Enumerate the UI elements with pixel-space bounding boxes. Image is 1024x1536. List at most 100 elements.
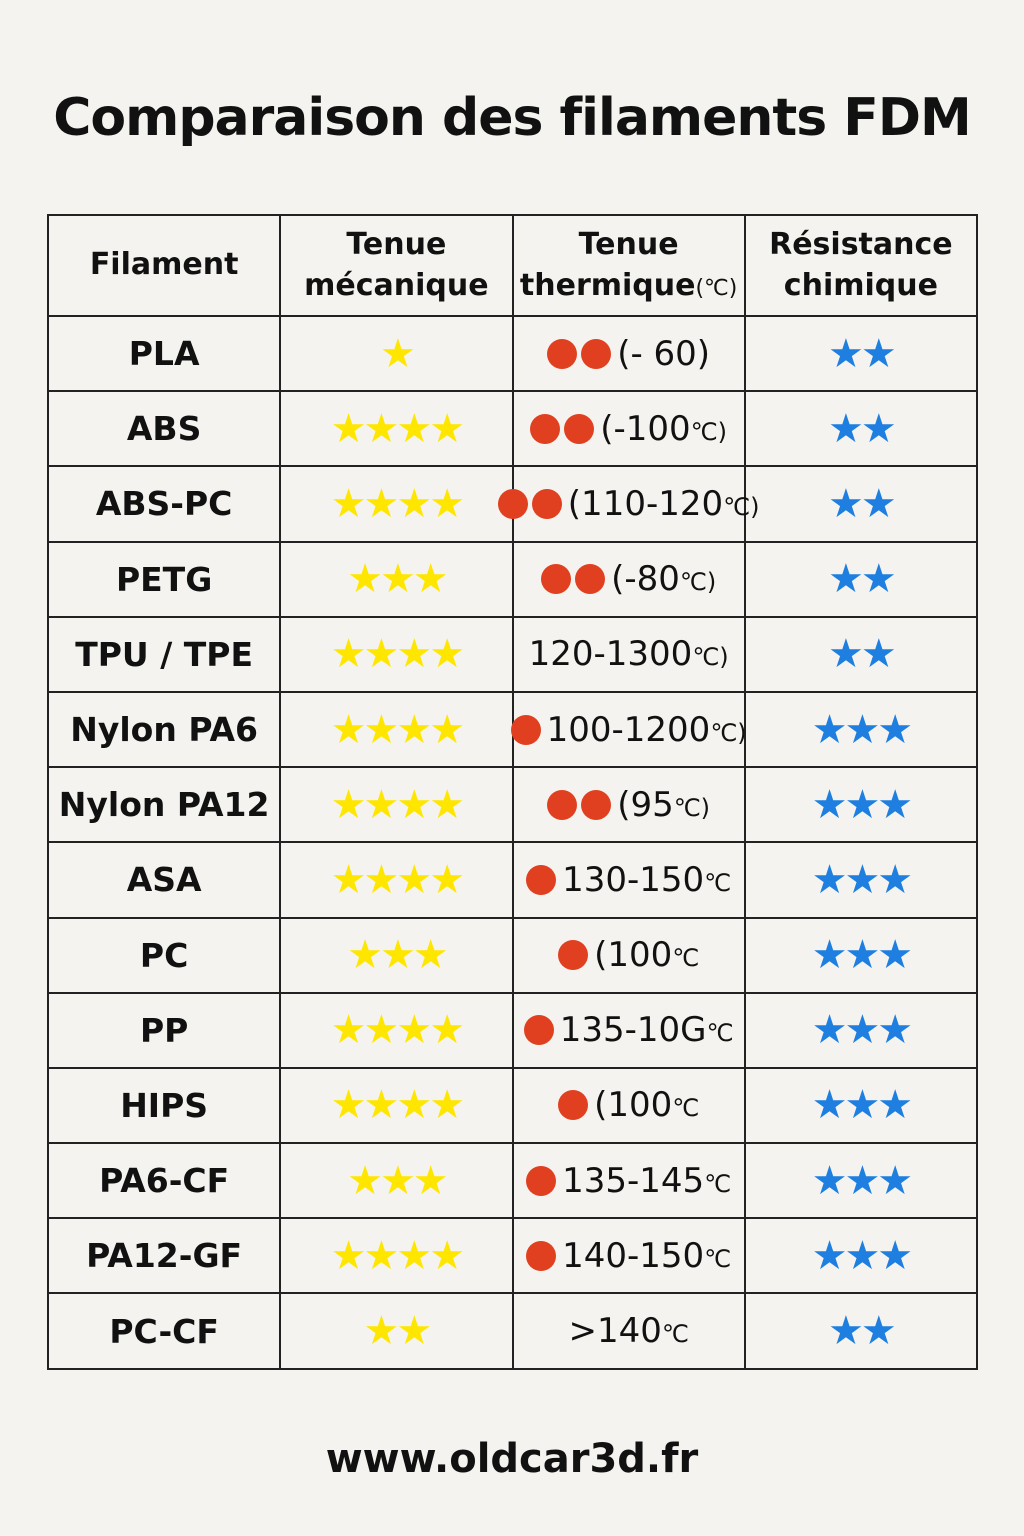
mechanical-rating: ★★★ [279,1142,514,1220]
star-icon: ★ [860,556,897,603]
star-icon: ★ [363,1007,400,1054]
mechanical-rating: ★★ [279,1292,514,1370]
chemical-rating: ★★★ [743,841,979,919]
star-icon: ★ [396,405,432,452]
website-url: www.oldcar3d.fr [325,1436,699,1482]
star-icon: ★ [429,1007,465,1054]
star-icon: ★ [811,1082,848,1129]
star-icon: ★ [379,556,416,603]
temperature-unit: ℃ [661,1320,689,1349]
filament-name: HIPS [46,1066,282,1145]
filament-name: PC-CF [46,1292,282,1370]
star-icon: ★ [412,932,449,979]
thermal-rating: 100-1200℃) [510,690,747,769]
star-icon: ★ [396,781,432,828]
star-icon: ★ [379,932,416,979]
circle-icon [531,488,562,519]
header-label: Tenue [346,227,447,262]
chemical-rating: ★★ [743,314,979,393]
star-icon: ★ [828,1308,864,1355]
header-chemical: Résistance chimique [743,214,979,317]
temperature-unit: ℃) [690,417,727,446]
temperature-value: (- 60) [617,333,711,374]
filament-name: ASA [46,841,282,919]
mechanical-rating: ★★★★ [279,991,514,1069]
circle-icon [581,789,612,820]
star-icon: ★ [844,932,880,979]
table-row: PLA ★ (- 60) ★★ [46,314,979,393]
star-icon: ★ [811,856,848,903]
circle-icon [547,789,578,820]
star-icon: ★ [811,1157,848,1204]
star-icon: ★ [844,706,880,753]
table-row: PC-CF ★★ >140℃ ★★ [46,1292,979,1370]
temperature-unit: ℃ [704,1244,732,1273]
circle-icon [526,1165,557,1196]
header-filament: Filament [46,214,282,317]
chemical-rating: ★★★ [743,690,979,769]
table-row: Nylon PA6 ★★★★ 100-1200℃) ★★★ [46,690,979,769]
temperature-value: 135-10G [559,1010,707,1051]
circle-icon [510,714,541,745]
mechanical-rating: ★★★ [279,540,514,618]
star-icon: ★ [379,330,416,377]
thermal-rating: (-80℃) [511,540,746,618]
temperature-unit: ℃) [692,643,729,672]
star-icon: ★ [396,1308,432,1355]
filament-name: PA12-GF [46,1217,282,1295]
circle-icon [497,488,528,519]
temperature-unit: ℃) [673,793,711,822]
mechanical-rating: ★★★★ [279,390,514,468]
star-icon: ★ [828,405,864,452]
mechanical-rating: ★★★ [279,916,514,994]
star-icon: ★ [429,1232,465,1279]
star-icon: ★ [877,706,913,753]
star-icon: ★ [860,1308,897,1355]
star-icon: ★ [347,556,383,603]
filament-name: PLA [46,314,282,393]
star-icon: ★ [396,480,432,527]
chemical-rating: ★★★ [743,766,979,844]
table-row: TPU / TPE ★★★★ 120-1300℃) ★★ [46,615,979,693]
star-icon: ★ [860,631,897,678]
circle-icon [541,564,572,595]
thermal-rating: 135-10G℃ [511,991,746,1069]
star-icon: ★ [877,932,913,979]
temperature-value: 130-150 [562,859,705,900]
chemical-rating: ★★ [743,1292,979,1370]
star-icon: ★ [844,856,880,903]
temperature-unit: ℃ [704,868,732,897]
star-icon: ★ [330,480,367,527]
star-icon: ★ [828,480,864,527]
star-icon: ★ [330,856,367,903]
table-row: PA12-GF ★★★★ 140-150℃ ★★★ [46,1217,979,1295]
table-row: HIPS ★★★★ (100℃ ★★★ [46,1066,979,1145]
star-icon: ★ [330,405,367,452]
circle-icon [564,413,595,444]
star-icon: ★ [347,932,383,979]
page-title: Comparaison des filaments FDM [53,88,971,148]
thermal-rating: (100℃ [511,1066,746,1145]
thermal-rating: 140-150℃ [511,1217,746,1295]
star-icon: ★ [811,1007,848,1054]
header-thermal: Tenue thermique(℃) [511,214,746,317]
star-icon: ★ [429,781,465,828]
star-icon: ★ [330,631,367,678]
header-label: chimique [783,267,938,303]
circle-icon [523,1015,554,1046]
filament-label: PETG [115,559,213,599]
mechanical-rating: ★★★★ [279,690,514,769]
circle-icon [530,413,561,444]
filament-name: PA6-CF [46,1142,282,1220]
star-icon: ★ [363,1082,400,1129]
temperature-value: (100 [594,935,673,976]
filament-name: ABS [46,390,282,468]
star-icon: ★ [330,781,367,828]
star-icon: ★ [429,405,465,452]
chemical-rating: ★★★ [743,916,979,994]
temperature-value: >140 [568,1311,662,1352]
star-icon: ★ [877,781,913,828]
thermal-rating: 120-1300℃) [511,615,746,693]
thermal-rating: >140℃ [511,1292,746,1370]
filament-label: HIPS [120,1085,209,1125]
